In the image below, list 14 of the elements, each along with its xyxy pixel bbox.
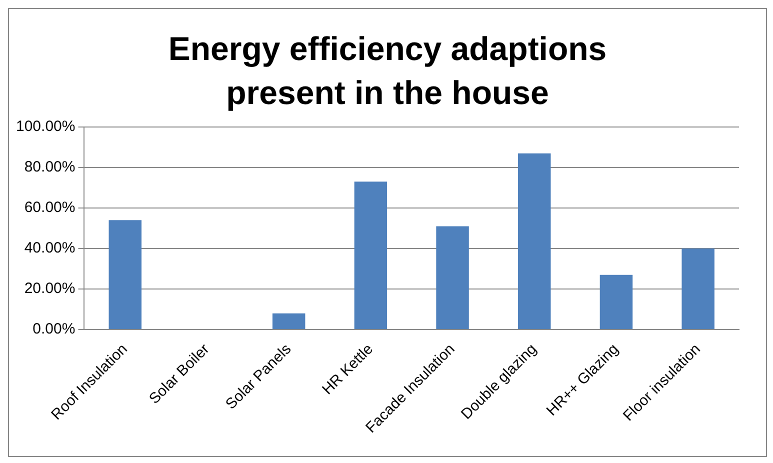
y-tick-label: 100.00% — [16, 118, 76, 136]
chart-title: Energy efficiency adaptions present in the house — [167, 29, 608, 113]
y-tick-label: 20.00% — [24, 280, 76, 298]
y-tick-label: 40.00% — [24, 240, 76, 257]
y-tick-label: 60.00% — [24, 199, 76, 216]
bar — [272, 313, 306, 330]
bar — [436, 226, 469, 330]
bar — [600, 274, 633, 330]
bar — [518, 153, 551, 330]
bar — [682, 248, 714, 330]
bar — [354, 182, 388, 330]
y-tick-label: 0.00% — [32, 320, 76, 338]
y-tick-label: 80.00% — [24, 158, 76, 176]
bar — [108, 220, 142, 330]
